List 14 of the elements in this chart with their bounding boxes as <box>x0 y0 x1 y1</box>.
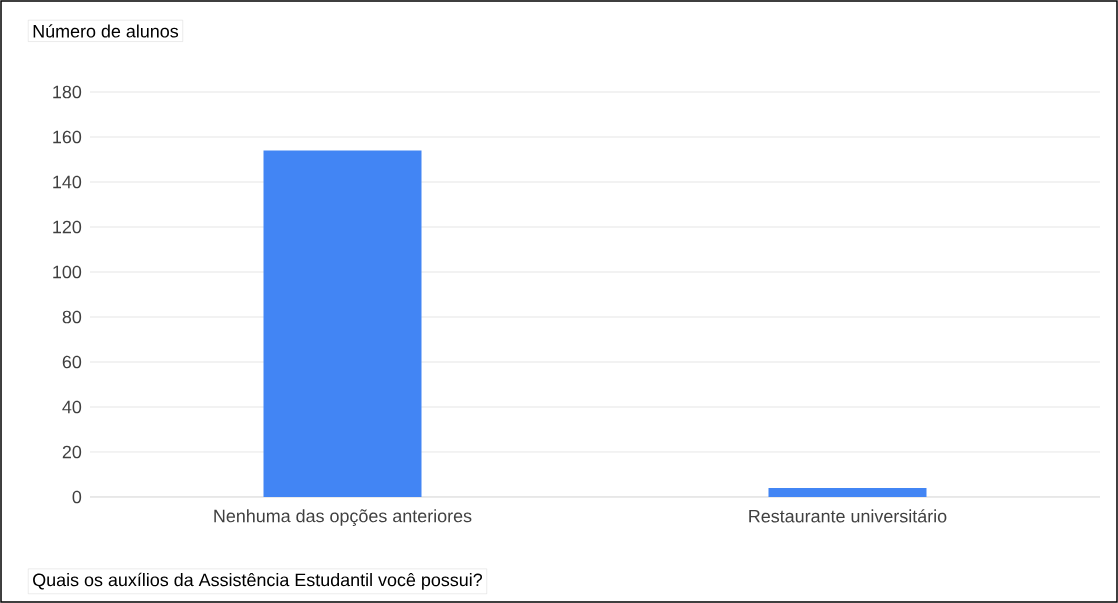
y-tick-label: 80 <box>62 310 82 324</box>
y-axis-title: Número de alunos <box>33 24 179 38</box>
y-tick-label: 140 <box>53 175 82 189</box>
x-axis-title: Quais os auxílios da Assistência Estudantil você possui? <box>33 572 483 590</box>
y-tick-label: 120 <box>53 220 82 234</box>
y-tick-label: 20 <box>62 445 82 459</box>
y-tick-label: 180 <box>53 85 82 99</box>
y-tick-label: 0 <box>72 490 82 504</box>
y-tick-label: 40 <box>62 400 82 414</box>
y-tick-label: 60 <box>62 355 82 369</box>
y-tick-label: 160 <box>53 130 82 144</box>
x-tick-label: Nenhuma das opções anteriores <box>214 509 472 526</box>
x-tick-label: Restaurante universitário <box>749 509 947 523</box>
y-tick-label: 100 <box>53 265 82 279</box>
